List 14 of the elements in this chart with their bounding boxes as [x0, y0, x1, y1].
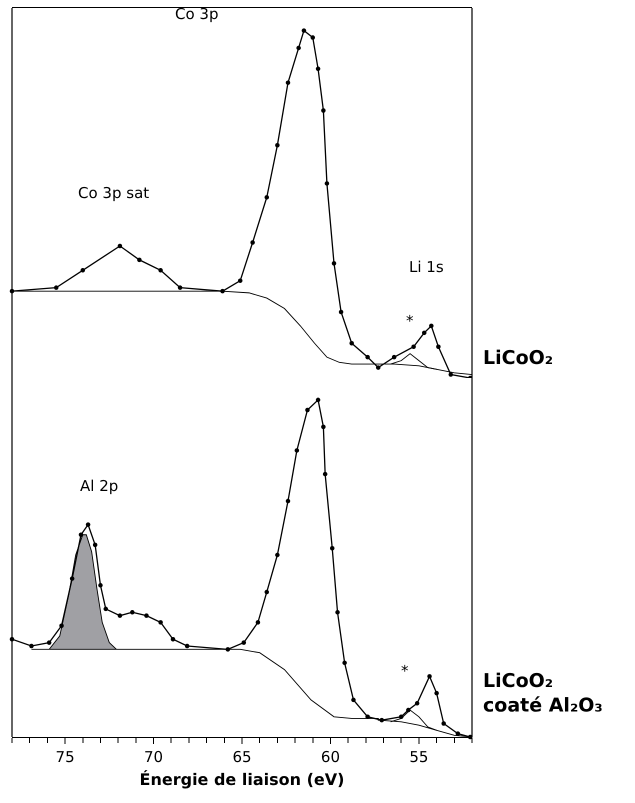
text: LiCoO₂ — [483, 347, 554, 369]
annotation: Li 1s — [409, 258, 444, 276]
text: Co 3p — [175, 5, 218, 23]
x-tick-label: 65 — [232, 748, 252, 766]
annotation: * — [406, 312, 414, 330]
annotation: Al 2p — [80, 477, 118, 495]
annotation: Co 3p sat — [78, 184, 150, 202]
x-tick-label: 60 — [320, 748, 340, 766]
x-axis-title: Énergie de liaison (eV) — [140, 770, 344, 789]
annotation: * — [401, 662, 409, 680]
text: LiCoO₂ coaté Al₂O₃ — [483, 670, 603, 717]
x-tick-label: 70 — [144, 748, 164, 766]
x-tick-label: 55 — [409, 748, 428, 766]
x-tick-label: 75 — [56, 748, 75, 766]
